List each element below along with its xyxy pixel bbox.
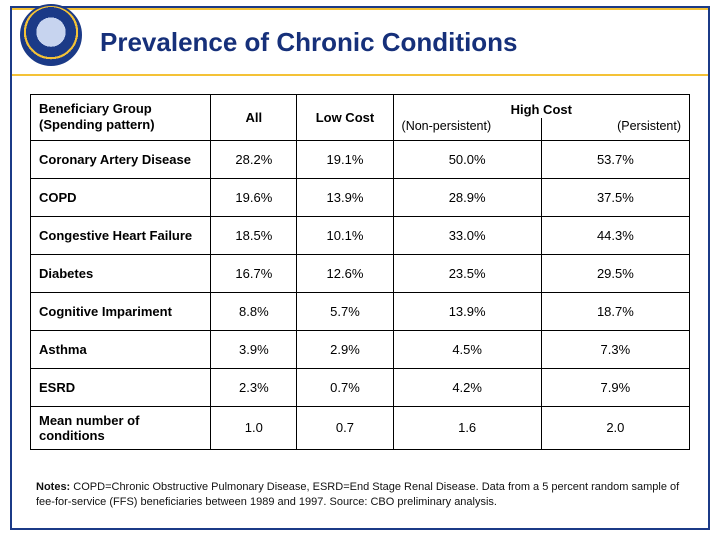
- row-label: Coronary Artery Disease: [31, 140, 211, 178]
- cell-nonpersistent: 50.0%: [393, 140, 541, 178]
- cell-all: 28.2%: [211, 140, 297, 178]
- col-header-high: High Cost: [393, 95, 689, 118]
- slide-title: Prevalence of Chronic Conditions: [100, 27, 518, 58]
- table-row: COPD19.6%13.9%28.9%37.5%: [31, 178, 690, 216]
- cell-low: 0.7%: [297, 368, 393, 406]
- row-label: COPD: [31, 178, 211, 216]
- cell-nonpersistent: 28.9%: [393, 178, 541, 216]
- footnote: Notes: COPD=Chronic Obstructive Pulmonar…: [36, 480, 684, 510]
- col-header-persistent: (Persistent): [541, 118, 689, 140]
- cell-persistent: 37.5%: [541, 178, 689, 216]
- col-header-all: All: [211, 95, 297, 141]
- cell-persistent: 7.3%: [541, 330, 689, 368]
- table-row: Diabetes16.7%12.6%23.5%29.5%: [31, 254, 690, 292]
- col-header-low: Low Cost: [297, 95, 393, 141]
- cell-all: 18.5%: [211, 216, 297, 254]
- col-header-group: Beneficiary Group(Spending pattern): [31, 95, 211, 141]
- cell-low: 0.7: [297, 406, 393, 449]
- row-label: Congestive Heart Failure: [31, 216, 211, 254]
- prevalence-table: Beneficiary Group(Spending pattern) All …: [30, 94, 690, 450]
- cell-all: 3.9%: [211, 330, 297, 368]
- cell-low: 2.9%: [297, 330, 393, 368]
- title-bar: Prevalence of Chronic Conditions: [12, 8, 708, 76]
- cell-nonpersistent: 1.6: [393, 406, 541, 449]
- cell-low: 5.7%: [297, 292, 393, 330]
- cell-persistent: 29.5%: [541, 254, 689, 292]
- table-row: Asthma3.9%2.9%4.5%7.3%: [31, 330, 690, 368]
- cell-persistent: 2.0: [541, 406, 689, 449]
- data-table-wrap: Beneficiary Group(Spending pattern) All …: [30, 94, 690, 450]
- cell-persistent: 18.7%: [541, 292, 689, 330]
- cell-nonpersistent: 4.5%: [393, 330, 541, 368]
- cell-low: 12.6%: [297, 254, 393, 292]
- table-row: Coronary Artery Disease28.2%19.1%50.0%53…: [31, 140, 690, 178]
- row-label: Mean number of conditions: [31, 406, 211, 449]
- table-row: Congestive Heart Failure18.5%10.1%33.0%4…: [31, 216, 690, 254]
- seal-icon: [20, 4, 82, 66]
- col-header-nonpersistent: (Non-persistent): [393, 118, 541, 140]
- cell-all: 2.3%: [211, 368, 297, 406]
- gold-divider: [12, 74, 708, 76]
- footnote-label: Notes:: [36, 481, 70, 493]
- footnote-text: COPD=Chronic Obstructive Pulmonary Disea…: [36, 481, 679, 508]
- cell-nonpersistent: 33.0%: [393, 216, 541, 254]
- col-header-group-line1: Beneficiary Group(Spending pattern): [39, 101, 155, 132]
- cell-persistent: 44.3%: [541, 216, 689, 254]
- cell-low: 19.1%: [297, 140, 393, 178]
- cell-nonpersistent: 4.2%: [393, 368, 541, 406]
- cell-all: 8.8%: [211, 292, 297, 330]
- table-row: ESRD2.3%0.7%4.2%7.9%: [31, 368, 690, 406]
- slide-frame: Prevalence of Chronic Conditions Benefic…: [10, 6, 710, 530]
- cell-all: 16.7%: [211, 254, 297, 292]
- table-body: Coronary Artery Disease28.2%19.1%50.0%53…: [31, 140, 690, 449]
- table-row: Mean number of conditions1.00.71.62.0: [31, 406, 690, 449]
- cell-persistent: 53.7%: [541, 140, 689, 178]
- row-label: Asthma: [31, 330, 211, 368]
- cell-persistent: 7.9%: [541, 368, 689, 406]
- row-label: ESRD: [31, 368, 211, 406]
- cell-nonpersistent: 13.9%: [393, 292, 541, 330]
- cell-all: 19.6%: [211, 178, 297, 216]
- cell-low: 10.1%: [297, 216, 393, 254]
- cell-nonpersistent: 23.5%: [393, 254, 541, 292]
- cell-low: 13.9%: [297, 178, 393, 216]
- row-label: Diabetes: [31, 254, 211, 292]
- cell-all: 1.0: [211, 406, 297, 449]
- table-row: Cognitive Impariment8.8%5.7%13.9%18.7%: [31, 292, 690, 330]
- row-label: Cognitive Impariment: [31, 292, 211, 330]
